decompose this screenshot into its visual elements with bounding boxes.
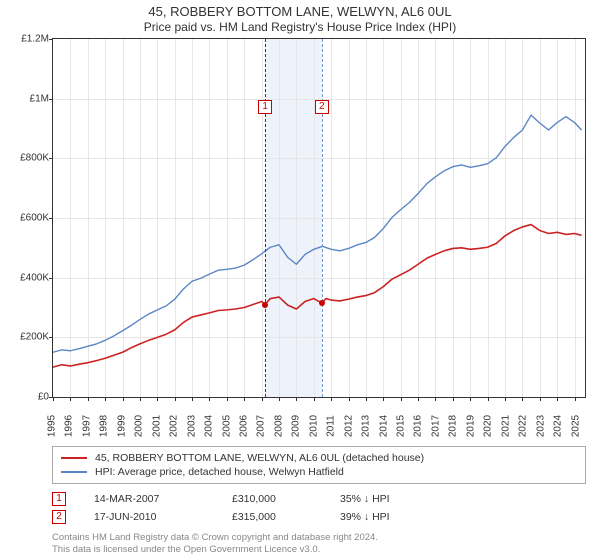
event-tag: 2 (315, 100, 329, 114)
x-axis-label: 2001 (151, 415, 162, 437)
event-hpi-delta: 39% ↓ HPI (340, 511, 430, 523)
x-axis-label: 2019 (465, 415, 476, 437)
x-axis-label: 2000 (134, 415, 145, 437)
chart-legend: 45, ROBBERY BOTTOM LANE, WELWYN, AL6 0UL… (52, 446, 586, 484)
y-tick (49, 337, 53, 338)
x-axis-label: 2005 (221, 415, 232, 437)
legend-swatch (61, 471, 87, 473)
x-axis-label: 2006 (238, 415, 249, 437)
x-axis-label: 2010 (308, 415, 319, 437)
y-axis-label: £1.2M (21, 34, 49, 45)
legend-item: HPI: Average price, detached house, Welw… (61, 465, 577, 479)
footer-line: This data is licensed under the Open Gov… (52, 544, 590, 556)
event-list: 1 14-MAR-2007 £310,000 35% ↓ HPI 2 17-JU… (52, 490, 586, 526)
y-axis-label: £200K (20, 332, 49, 343)
legend-label: 45, ROBBERY BOTTOM LANE, WELWYN, AL6 0UL… (95, 452, 424, 464)
x-axis-label: 2012 (343, 415, 354, 437)
x-axis-label: 2004 (204, 415, 215, 437)
event-row: 2 17-JUN-2010 £315,000 39% ↓ HPI (52, 508, 586, 526)
y-axis-label: £800K (20, 153, 49, 164)
x-axis-label: 2018 (448, 415, 459, 437)
y-tick (49, 218, 53, 219)
y-axis-label: £1M (30, 93, 49, 104)
y-axis-label: £0 (38, 392, 49, 403)
series-line-hpi (53, 115, 582, 352)
x-axis-label: 2007 (256, 415, 267, 437)
event-row: 1 14-MAR-2007 £310,000 35% ↓ HPI (52, 490, 586, 508)
x-axis-label: 2016 (413, 415, 424, 437)
event-price: £310,000 (232, 493, 312, 505)
x-axis-label: 2024 (553, 415, 564, 437)
x-axis-label: 2015 (396, 415, 407, 437)
legend-label: HPI: Average price, detached house, Welw… (95, 466, 344, 478)
event-hpi-delta: 35% ↓ HPI (340, 493, 430, 505)
chart-plot-area: £0£200K£400K£600K£800K£1M£1.2M12 (52, 38, 586, 398)
x-axis-labels: 1995199619971998199920002001200220032004… (52, 398, 586, 444)
y-tick (49, 99, 53, 100)
x-axis-label: 2017 (430, 415, 441, 437)
x-axis-label: 1996 (64, 415, 75, 437)
x-axis-label: 1999 (116, 415, 127, 437)
legend-item: 45, ROBBERY BOTTOM LANE, WELWYN, AL6 0UL… (61, 451, 577, 465)
chart-container: 45, ROBBERY BOTTOM LANE, WELWYN, AL6 0UL… (0, 0, 600, 560)
x-axis-label: 2025 (570, 415, 581, 437)
chart-svg (53, 39, 585, 397)
event-price: £315,000 (232, 511, 312, 523)
x-axis-label: 2022 (518, 415, 529, 437)
event-date: 17-JUN-2010 (94, 511, 204, 523)
x-axis-label: 1997 (81, 415, 92, 437)
chart-subtitle: Price paid vs. HM Land Registry's House … (10, 20, 590, 34)
x-axis-label: 1995 (47, 415, 58, 437)
x-axis-label: 2021 (500, 415, 511, 437)
x-axis-label: 2002 (169, 415, 180, 437)
event-marker-line (322, 39, 323, 397)
x-axis-label: 2009 (291, 415, 302, 437)
event-marker-line (265, 39, 266, 397)
x-axis-label: 2003 (186, 415, 197, 437)
x-axis-label: 2014 (378, 415, 389, 437)
event-marker-box: 1 (52, 492, 66, 506)
series-line-property (53, 225, 582, 368)
footer: Contains HM Land Registry data © Crown c… (52, 532, 590, 556)
event-dot (319, 300, 325, 306)
y-axis-label: £600K (20, 213, 49, 224)
event-dot (262, 302, 268, 308)
event-date: 14-MAR-2007 (94, 493, 204, 505)
chart-title: 45, ROBBERY BOTTOM LANE, WELWYN, AL6 0UL (10, 4, 590, 19)
event-marker-box: 2 (52, 510, 66, 524)
event-tag: 1 (258, 100, 272, 114)
x-axis-label: 2008 (273, 415, 284, 437)
legend-swatch (61, 457, 87, 459)
footer-line: Contains HM Land Registry data © Crown c… (52, 532, 590, 544)
x-axis-label: 2020 (483, 415, 494, 437)
x-axis-label: 2013 (361, 415, 372, 437)
y-tick (49, 158, 53, 159)
y-axis-label: £400K (20, 272, 49, 283)
y-tick (49, 39, 53, 40)
title-block: 45, ROBBERY BOTTOM LANE, WELWYN, AL6 0UL… (10, 4, 590, 34)
x-axis-label: 1998 (99, 415, 110, 437)
x-axis-label: 2023 (535, 415, 546, 437)
x-axis-label: 2011 (326, 415, 337, 437)
y-tick (49, 278, 53, 279)
